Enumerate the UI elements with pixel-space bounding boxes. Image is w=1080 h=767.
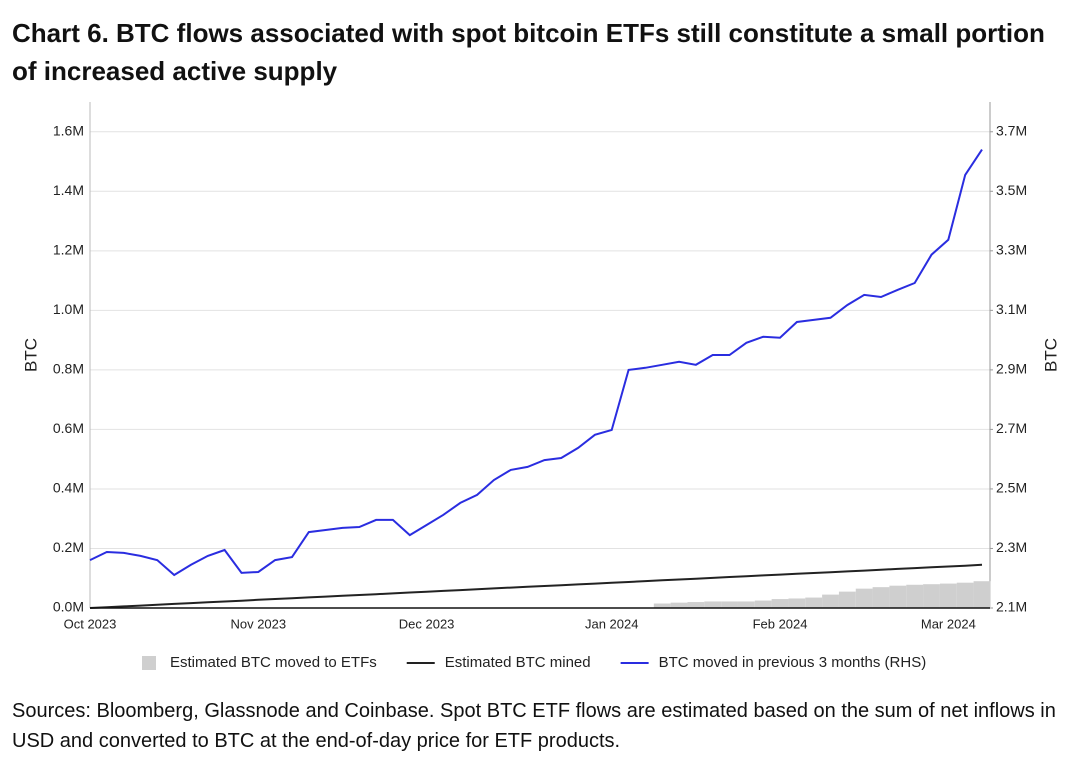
y-axis-label: BTC <box>21 338 40 372</box>
bar <box>889 585 907 608</box>
y2-tick-label: 2.9M <box>996 361 1027 377</box>
bar <box>737 601 755 608</box>
bar <box>939 583 957 608</box>
bar <box>754 600 772 608</box>
chart: 0.0M 0.2M 0.4M 0.6M 0.8M 1.0M 1.2M 1.4M 1.6M 2.1M… <box>21 102 1060 671</box>
x-tick-label: Feb 2024 <box>753 616 808 631</box>
bar <box>788 598 806 608</box>
y-tick-label: 1.6M <box>53 122 84 138</box>
bar <box>653 603 671 608</box>
y-tick-label: 1.4M <box>53 182 84 198</box>
y2-axis-label: BTC <box>1041 338 1060 372</box>
bar <box>805 597 823 608</box>
line <box>89 149 983 577</box>
chart-title: Chart 6. BTC flows associated with spot … <box>12 18 1045 86</box>
y-tick-label: 0.4M <box>53 480 84 496</box>
y2-tick-label: 2.1M <box>996 599 1027 615</box>
bar <box>822 594 839 608</box>
bar <box>855 588 873 608</box>
y2-tick-label: 3.5M <box>996 182 1027 198</box>
bar <box>771 599 789 608</box>
x-tick-label: Dec 2023 <box>399 616 455 631</box>
y2-tick-label: 2.7M <box>996 420 1027 436</box>
x-tick-label: Jan 2024 <box>585 616 639 631</box>
bar <box>670 602 688 608</box>
line <box>89 563 983 609</box>
bar <box>973 581 991 608</box>
bar <box>872 587 890 608</box>
legend-label: BTC moved in previous 3 months (RHS) <box>659 654 927 671</box>
y-tick-label: 0.6M <box>53 420 84 436</box>
y-tick-label: 0.0M <box>53 599 84 615</box>
bar <box>956 582 974 608</box>
legend-label: Estimated BTC mined <box>445 654 591 671</box>
y2-tick-label: 3.7M <box>996 122 1027 138</box>
bar <box>906 584 924 608</box>
x-tick-label: Mar 2024 <box>921 616 976 631</box>
y-tick-label: 1.2M <box>53 242 84 258</box>
y2-tick-label: 3.1M <box>996 301 1027 317</box>
x-tick-label: Nov 2023 <box>230 616 286 631</box>
bar <box>687 602 705 608</box>
bar <box>721 601 738 608</box>
y2-tick-label: 2.3M <box>996 539 1027 555</box>
legend-label: Estimated BTC moved to ETFs <box>170 654 377 671</box>
source-note: Sources: Bloomberg, Glassnode and Coinba… <box>12 700 1056 752</box>
bar <box>704 601 722 608</box>
x-tick-label: Oct 2023 <box>64 616 117 631</box>
bar <box>923 584 940 608</box>
bar <box>838 591 856 608</box>
y-tick-label: 0.2M <box>53 539 84 555</box>
y-tick-label: 0.8M <box>53 361 84 377</box>
y-tick-label: 1.0M <box>53 301 84 317</box>
y2-tick-label: 3.3M <box>996 242 1027 258</box>
y2-tick-label: 2.5M <box>996 480 1027 496</box>
legend-swatch <box>142 656 156 670</box>
